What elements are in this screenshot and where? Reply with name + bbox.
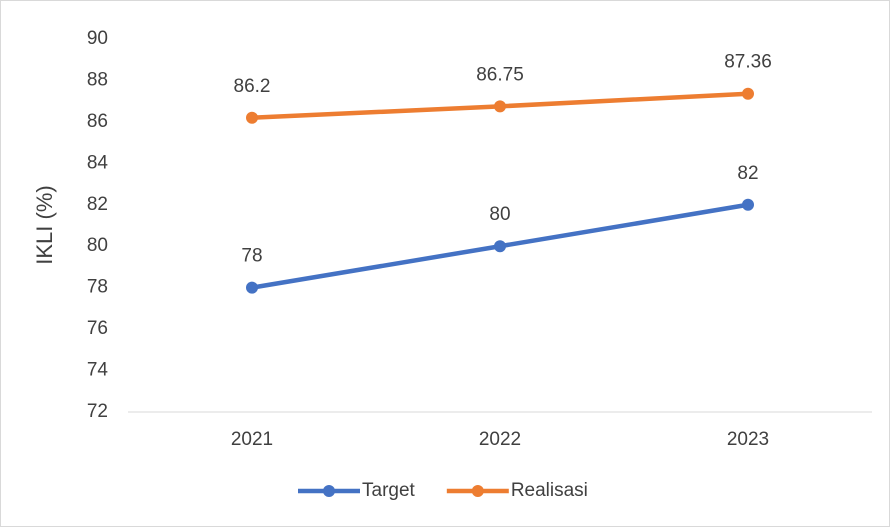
data-label: 86.2 bbox=[234, 76, 271, 97]
point bbox=[494, 100, 506, 113]
x-tick-label: 2021 bbox=[231, 429, 273, 450]
y-tick-label: 76 bbox=[87, 318, 108, 339]
point bbox=[246, 281, 258, 294]
legend-marker bbox=[323, 485, 335, 497]
data-label: 86.75 bbox=[476, 64, 524, 85]
point bbox=[246, 111, 258, 124]
point bbox=[742, 198, 754, 211]
y-tick-label: 82 bbox=[87, 194, 108, 215]
legend-marker bbox=[471, 485, 484, 497]
legend-label: Target bbox=[362, 480, 416, 501]
y-tick-label: 80 bbox=[87, 235, 108, 256]
legend-label: Realisasi bbox=[511, 480, 588, 501]
y-tick-label: 86 bbox=[87, 111, 108, 132]
y-tick-label: 72 bbox=[87, 401, 108, 422]
y-tick-label: 74 bbox=[87, 360, 109, 381]
data-label: 80 bbox=[489, 204, 510, 225]
y-tick-label: 90 bbox=[87, 28, 108, 49]
y-tick-label: 88 bbox=[87, 69, 108, 90]
point bbox=[494, 240, 506, 253]
data-label: 78 bbox=[241, 246, 262, 267]
x-tick-label: 2023 bbox=[727, 429, 769, 450]
y-tick-label: 84 bbox=[87, 152, 109, 173]
data-label: 87.36 bbox=[724, 52, 772, 73]
x-tick-label: 2022 bbox=[479, 429, 521, 450]
point bbox=[742, 87, 754, 100]
y-tick-label: 78 bbox=[87, 277, 108, 298]
data-label: 82 bbox=[737, 163, 758, 184]
y-axis-label: IKLI (%) bbox=[32, 185, 57, 264]
